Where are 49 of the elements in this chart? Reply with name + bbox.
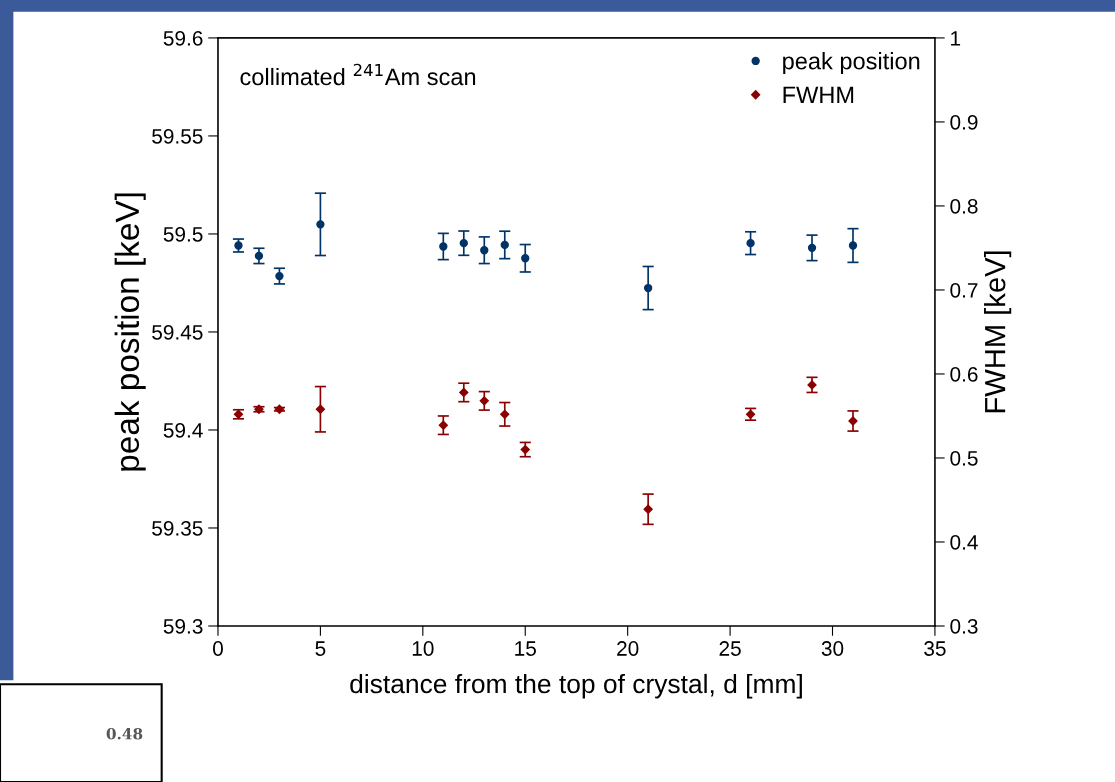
- x-tick-label: 35: [924, 641, 946, 656]
- point: [316, 220, 325, 229]
- y2-tick-label: 0.9: [950, 114, 978, 130]
- point: [459, 387, 469, 398]
- text: 0.48: [106, 727, 143, 740]
- y-tick-label: 59.35: [152, 520, 203, 536]
- x-tick-label: 10: [412, 641, 434, 656]
- point: [643, 283, 653, 293]
- x-tick-label: 30: [821, 641, 844, 656]
- legend-label: FWHM: [783, 86, 854, 104]
- point: [480, 246, 489, 255]
- point: [275, 271, 284, 281]
- y-tick-label: 59.55: [152, 128, 203, 144]
- x-axis-title: distance from the top of crystal, d [mm]: [350, 673, 802, 699]
- y2-tick-label: 0.8: [950, 198, 978, 214]
- y-tick-label: 59.6: [163, 30, 203, 46]
- y2-tick-label: 0.3: [950, 618, 978, 634]
- point: [459, 238, 468, 248]
- point: [807, 243, 817, 253]
- point: [500, 240, 509, 250]
- y2-tick-label: 0.5: [950, 450, 978, 466]
- point: [315, 404, 326, 414]
- point: [521, 254, 530, 263]
- y-tick-label: 59.4: [163, 422, 203, 438]
- point: [746, 238, 755, 248]
- point: [848, 241, 858, 250]
- x-tick-label: 0: [213, 641, 223, 656]
- y-tick-label: 59.5: [163, 226, 203, 242]
- point: [254, 251, 264, 261]
- x-tick-label: 5: [315, 641, 326, 656]
- point: [500, 409, 510, 419]
- point: [479, 396, 489, 406]
- y2-axis-title: FWHM [keV]: [984, 251, 1012, 413]
- x-tick-label: 25: [719, 641, 741, 656]
- x-tick-label: 15: [515, 641, 536, 656]
- point: [439, 242, 448, 251]
- y2-tick-label: 1: [951, 31, 961, 46]
- y2-tick-label: 0.6: [950, 366, 978, 382]
- y-axis-title: peak position [keV]: [114, 193, 146, 471]
- point: [438, 420, 448, 430]
- legend-label: peak position: [783, 52, 920, 75]
- point: [643, 504, 653, 514]
- point: [807, 380, 817, 390]
- y2-tick-label: 0.4: [950, 534, 978, 550]
- y-tick-label: 59.3: [163, 618, 203, 634]
- x-tick-label: 20: [617, 641, 639, 656]
- y-tick-label: 59.45: [152, 324, 203, 340]
- annotation: collimated $^{241}$Am scan: [240, 63, 476, 86]
- y2-tick-label: 0.7: [950, 282, 978, 298]
